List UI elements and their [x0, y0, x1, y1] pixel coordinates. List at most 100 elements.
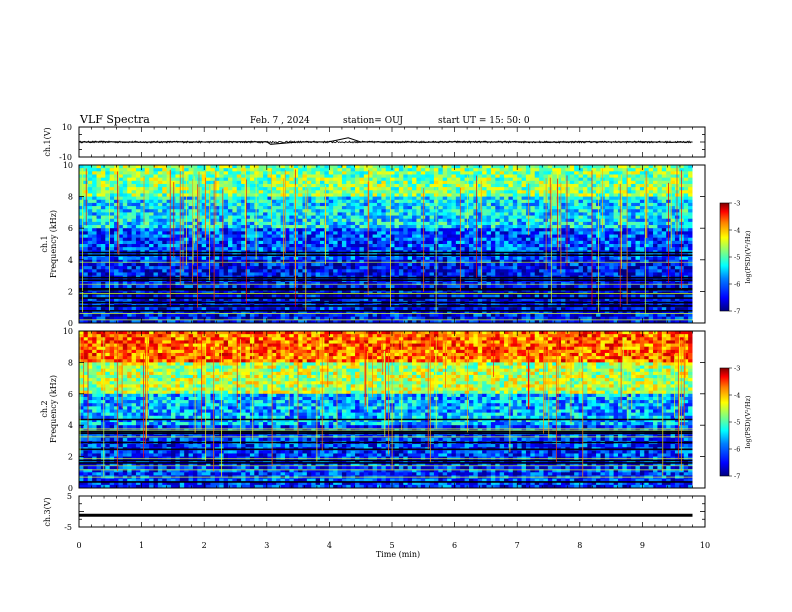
spectrogram-cell: [631, 177, 636, 182]
spectrogram-cell: [79, 209, 84, 213]
spectrogram-cell: [201, 196, 207, 201]
spectrogram-cell: [341, 269, 347, 273]
spectrogram-cell: [206, 193, 211, 197]
spectrogram-cell: [96, 196, 102, 201]
spectrogram-cell: [346, 183, 352, 188]
spectrogram-cell: [127, 218, 132, 223]
spectrogram-cell: [609, 221, 614, 226]
spectrogram-cell: [648, 221, 654, 226]
spectrogram-cell: [469, 206, 474, 210]
spectrogram-cell: [381, 212, 387, 216]
spectrogram-cell: [188, 247, 194, 251]
spectrogram-cell: [320, 272, 325, 276]
spectrogram-cell: [363, 266, 369, 270]
spectrogram-cell: [552, 180, 558, 185]
spectrogram-cell: [289, 225, 295, 229]
spectrogram-cell: [442, 202, 448, 207]
spectrogram-cell: [477, 193, 483, 197]
spectrogram-cell: [223, 177, 229, 182]
spectrogram-cell: [613, 272, 619, 276]
spectrogram-cell: [653, 228, 658, 232]
spectrogram-cell: [683, 259, 689, 264]
spectrogram-cell: [499, 206, 505, 210]
spectrogram-cell: [341, 259, 347, 264]
spectrogram-cell: [613, 202, 619, 207]
spectrogram-cell: [464, 177, 470, 182]
spectrogram-cell: [140, 196, 146, 201]
spectrogram-cell: [657, 262, 663, 267]
spectrogram-cell: [495, 199, 501, 204]
spectrogram-cell: [574, 266, 579, 270]
spectrogram-cell: [337, 187, 343, 191]
spectrogram-cell: [631, 256, 636, 261]
spectrogram-cell: [521, 174, 527, 179]
spectrogram-cell: [648, 262, 654, 267]
spectrogram-cell: [79, 199, 84, 204]
spectrogram-cell: [324, 244, 330, 248]
spectrogram-cell: [276, 168, 281, 172]
spectrogram-cell: [407, 269, 413, 273]
spectrogram-cell: [674, 259, 680, 264]
spectrogram-cell: [561, 237, 566, 242]
spectrogram-cell: [460, 247, 466, 251]
spectrogram-cell: [171, 168, 176, 172]
spectrogram-cell: [284, 262, 290, 267]
spectrogram-cell: [460, 199, 466, 204]
spectrogram-cell: [210, 202, 216, 207]
spectrogram-cell: [604, 259, 610, 264]
spectrogram-cell: [451, 171, 457, 175]
spectrogram-cell: [582, 256, 588, 261]
spectrogram-cell: [407, 168, 413, 172]
spectrogram-cell: [131, 225, 137, 229]
spectrogram-cell: [337, 266, 343, 270]
spectrogram-cell: [464, 221, 470, 226]
spectrogram-cell: [311, 171, 317, 175]
spectrogram-cell: [390, 171, 395, 175]
spectrogram-cell: [626, 183, 632, 188]
spectrogram-cell: [372, 221, 378, 226]
spectrogram-cell: [512, 269, 518, 273]
spectrogram-cell: [245, 165, 251, 169]
spectrogram-cell: [254, 240, 260, 245]
spectrogram-cell: [188, 196, 194, 201]
spectrogram-cell: [346, 247, 352, 251]
spectrogram-cell: [293, 187, 299, 191]
spectrogram-cell: [131, 259, 137, 264]
spectrogram-cell: [236, 202, 242, 207]
spectrogram-cell: [613, 212, 619, 216]
spectrogram-cell: [206, 209, 211, 213]
spectrogram-cell: [236, 218, 242, 223]
spectrogram-cell: [153, 209, 159, 213]
spectrogram-cell: [337, 234, 343, 239]
spectrogram-cell: [333, 165, 338, 169]
spectrogram-cell: [578, 171, 584, 175]
spectrogram-cell: [582, 183, 588, 188]
spectrogram-cell: [604, 262, 610, 267]
spectrogram-cell: [565, 221, 571, 226]
spectrogram-cell: [495, 168, 501, 172]
spectrogram-cell: [280, 225, 286, 229]
spectrogram-cell: [346, 228, 352, 232]
spectrogram-cell: [451, 228, 457, 232]
spectrogram-cell: [341, 183, 347, 188]
spectrogram-cell: [162, 174, 168, 179]
spectrogram-cell: [153, 266, 159, 270]
spectrogram-cell: [390, 262, 395, 267]
spectrogram-cell: [258, 228, 264, 232]
spectrogram-cell: [223, 190, 229, 194]
spectrogram-cell: [398, 256, 404, 261]
spectrogram-cell: [245, 228, 251, 232]
spectrogram-cell: [171, 237, 176, 242]
spectrogram-cell: [197, 193, 203, 197]
spectrogram-cell: [385, 221, 391, 226]
spectrogram-cell: [315, 256, 321, 261]
spectrogram-cell: [289, 168, 295, 172]
spectrogram-cell: [674, 240, 680, 245]
spectrogram-cell: [530, 234, 536, 239]
spectrogram-cell: [363, 168, 369, 172]
spectrogram-cell: [460, 266, 466, 270]
spectrogram-cell: [447, 202, 452, 207]
spectrogram-cell: [648, 165, 654, 169]
spectrogram-cell: [109, 266, 115, 270]
spectrogram-cell: [613, 266, 619, 270]
